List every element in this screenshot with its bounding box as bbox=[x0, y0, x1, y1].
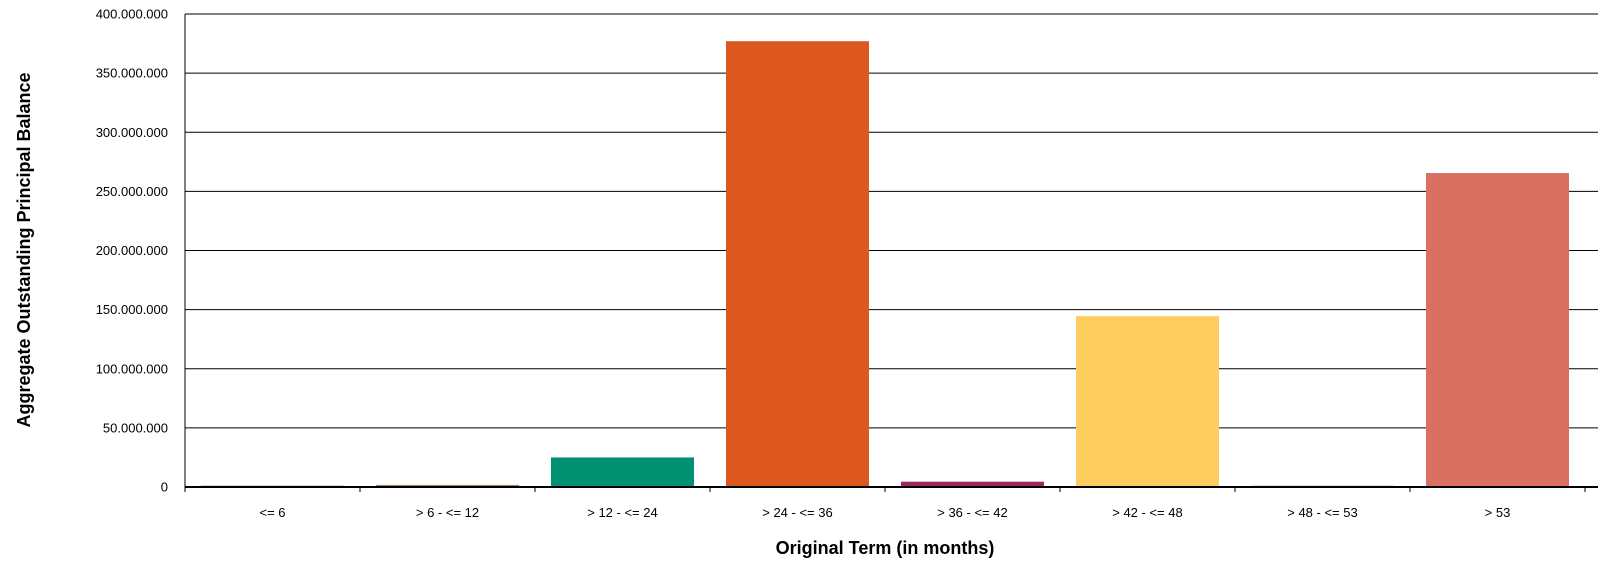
bar bbox=[726, 41, 869, 487]
x-tick-label: > 12 - <= 24 bbox=[587, 505, 657, 520]
y-tick-label: 200.000.000 bbox=[96, 243, 168, 258]
x-tick-label: > 53 bbox=[1485, 505, 1511, 520]
y-tick-label: 300.000.000 bbox=[96, 125, 168, 140]
y-tick-labels: 0 50.000.000 100.000.000 150.000.000 200.000… bbox=[96, 7, 168, 495]
x-tick-label: > 48 - <= 53 bbox=[1287, 505, 1357, 520]
x-tick-label: <= 6 bbox=[259, 505, 285, 520]
x-axis-title: Original Term (in months) bbox=[776, 538, 995, 558]
y-tick-label: 50.000.000 bbox=[103, 420, 168, 435]
y-tick-label: 150.000.000 bbox=[96, 302, 168, 317]
x-tick-label: > 36 - <= 42 bbox=[937, 505, 1007, 520]
bar bbox=[551, 457, 694, 487]
x-tick-labels: <= 6 > 6 - <= 12 > 12 - <= 24 > 24 - <= 36 >… bbox=[259, 505, 1510, 520]
y-tick-label: 100.000.000 bbox=[96, 361, 168, 376]
axes bbox=[184, 13, 1598, 492]
y-tick-label: 400.000.000 bbox=[96, 7, 168, 22]
gridlines bbox=[185, 13, 1598, 429]
bar bbox=[1076, 316, 1219, 487]
bar bbox=[901, 481, 1044, 487]
y-axis-title: Aggregate Outstanding Principal Balance bbox=[14, 72, 34, 427]
bars bbox=[201, 41, 1569, 487]
x-tick-label: > 6 - <= 12 bbox=[416, 505, 479, 520]
x-tick-label: > 24 - <= 36 bbox=[762, 505, 832, 520]
bar bbox=[376, 484, 519, 487]
x-tick-label: > 42 - <= 48 bbox=[1112, 505, 1182, 520]
y-tick-label: 350.000.000 bbox=[96, 66, 168, 81]
y-tick-label: 250.000.000 bbox=[96, 184, 168, 199]
bar bbox=[1426, 173, 1569, 487]
y-tick-label: 0 bbox=[161, 480, 168, 495]
